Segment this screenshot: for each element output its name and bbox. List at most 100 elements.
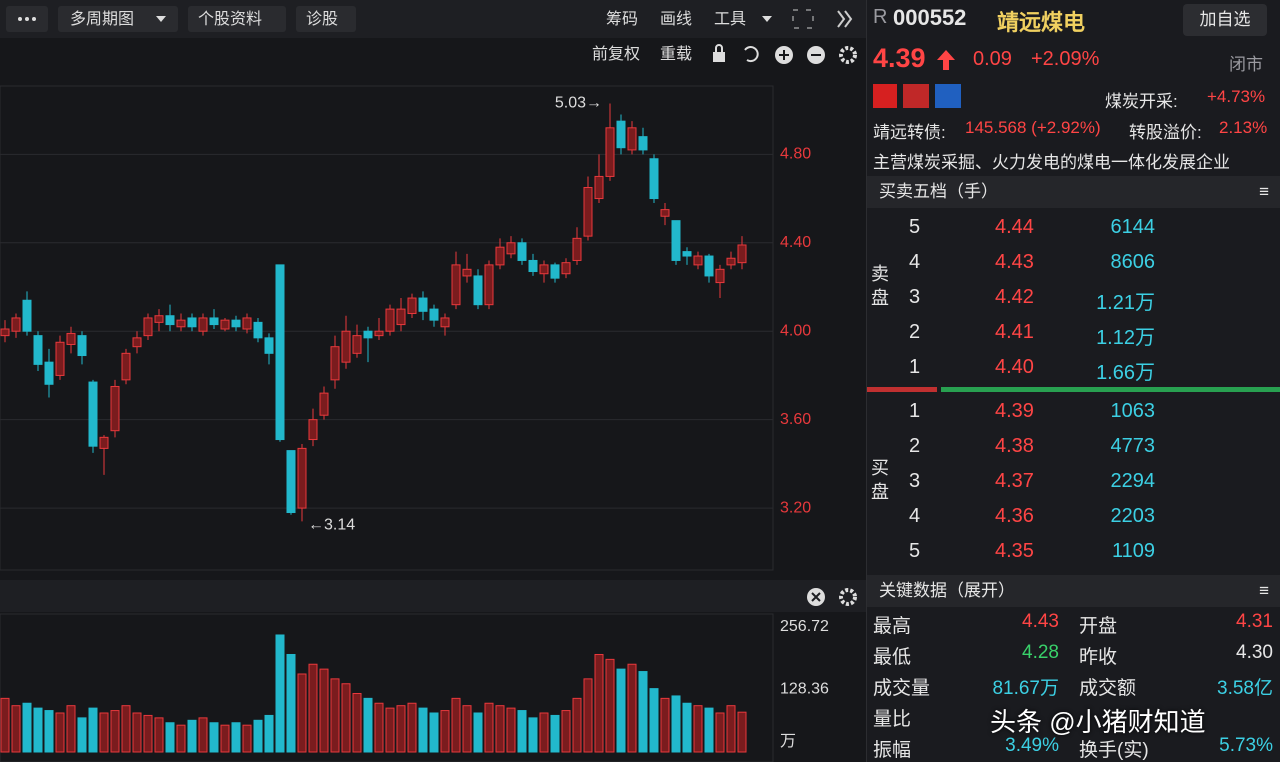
volume-bar: [220, 724, 230, 753]
candle-body: [11, 317, 21, 332]
volume-bar: [308, 663, 318, 753]
option[interactable]: 前复权: [592, 45, 640, 63]
volume-bar: [649, 688, 659, 753]
level: 1: [909, 400, 921, 422]
volume-bar: [682, 702, 692, 753]
candle-body: [539, 264, 549, 275]
add-watchlist[interactable]: 加自选: [1183, 4, 1267, 36]
key-value: 3.49%: [1005, 735, 1059, 756]
candle-body: [671, 220, 681, 261]
volume-bar: [264, 714, 274, 753]
candle-body: [605, 127, 615, 177]
volume-bar: [275, 634, 285, 753]
tool[interactable]: 画线: [660, 10, 692, 28]
undo-icon[interactable]: [744, 46, 759, 63]
volume-bar: [385, 707, 395, 753]
candle-body: [517, 242, 527, 261]
bid-price: 4.40: [995, 356, 1034, 378]
candle-body: [165, 315, 175, 326]
bid-volume: 1.12万: [1096, 327, 1155, 349]
candle-body: [286, 450, 296, 514]
option[interactable]: 重载: [660, 45, 692, 63]
settings-icon[interactable]: [839, 588, 857, 606]
bid-price: 4.36: [995, 505, 1034, 527]
candle-body: [561, 262, 571, 275]
divider: [941, 387, 1280, 392]
section-title: 买卖五档（手）: [879, 182, 998, 201]
volume-bar: [572, 697, 582, 753]
up-arrow: [937, 50, 955, 70]
candle-body: [55, 341, 65, 376]
status: 闭市: [1229, 55, 1263, 74]
volume-bar: [242, 724, 252, 753]
volume-bar: [209, 722, 219, 753]
volume-bar: [165, 722, 175, 753]
candle-body: [374, 330, 384, 337]
volume-bar: [66, 705, 76, 753]
bid-volume: 4773: [1110, 435, 1156, 457]
candle-body: [506, 242, 516, 255]
volume-bar: [253, 719, 263, 753]
toolbar-button[interactable]: 多周期图: [70, 10, 134, 28]
y-tick-label: 128.36: [780, 681, 829, 698]
bid-volume: 1.66万: [1096, 362, 1155, 384]
volume-bar: [506, 707, 516, 753]
button[interactable]: [188, 6, 286, 32]
candle-body: [77, 335, 87, 357]
level: 3: [909, 470, 921, 492]
tool[interactable]: 工具: [714, 11, 746, 28]
volume-bar: [286, 653, 296, 753]
settings-icon[interactable]: [839, 46, 857, 64]
volume-bar: [11, 705, 21, 753]
candle-body: [33, 335, 43, 365]
level: 4: [909, 505, 921, 527]
candle-body: [627, 127, 637, 151]
collapse-icon[interactable]: [837, 10, 853, 28]
candle-body: [693, 255, 703, 266]
price-frame: [0, 85, 774, 571]
bid-volume: 1.21万: [1096, 292, 1155, 314]
bid-price: 4.43: [995, 251, 1034, 273]
candle-body: [44, 361, 54, 385]
candle-body: [484, 264, 494, 306]
bond-price: 145.568 (+2.92%): [965, 118, 1101, 137]
key-data-header: 关键数据（展开） ≡: [867, 575, 1280, 607]
volume-bar: [0, 697, 10, 753]
toolbar-button[interactable]: 个股资料: [198, 10, 262, 28]
candle-body: [341, 330, 351, 363]
candle-body: [638, 136, 648, 151]
volume-bar: [407, 702, 417, 753]
candle-body: [473, 275, 483, 306]
volume-bar: [704, 707, 714, 753]
level: 5: [909, 216, 921, 238]
key-value: 4.43: [1022, 611, 1059, 632]
volume-bar: [429, 712, 439, 753]
candle-body: [451, 264, 461, 306]
candle-body: [649, 158, 659, 200]
volume-bar: [671, 695, 681, 753]
watermark: 头条 @小猪财知道: [990, 707, 1206, 737]
candle-body: [99, 436, 109, 449]
quote-panel: R 000552 靖远煤电 加自选 4.39 0.09 +2.09% 闭市 煤炭…: [866, 0, 1280, 762]
candle-body: [242, 317, 252, 330]
key-label: 最高: [873, 616, 912, 637]
volume-bar: [22, 702, 32, 753]
level: 4: [909, 251, 921, 273]
fullscreen-icon[interactable]: [792, 9, 814, 29]
volume-bar: [44, 710, 54, 753]
candle-body: [319, 392, 329, 416]
volume-bar: [462, 705, 472, 753]
description: 主营煤炭采掘、火力发电的煤电一体化发展企业: [873, 153, 1230, 172]
volume-bar: [473, 712, 483, 753]
button[interactable]: [58, 6, 178, 32]
key-value: 4.28: [1022, 642, 1059, 663]
stock-name: 靖远煤电: [997, 10, 1086, 35]
key-label: 昨收: [1079, 647, 1118, 668]
order-book-header: 买卖五档（手） ≡: [867, 176, 1280, 208]
annotation: 5.03→: [555, 95, 602, 112]
tool[interactable]: 筹码: [606, 10, 638, 28]
toolbar-button[interactable]: 诊股: [306, 10, 338, 28]
lock-icon[interactable]: [713, 52, 725, 62]
button[interactable]: [296, 6, 356, 32]
candle-body: [352, 335, 362, 354]
